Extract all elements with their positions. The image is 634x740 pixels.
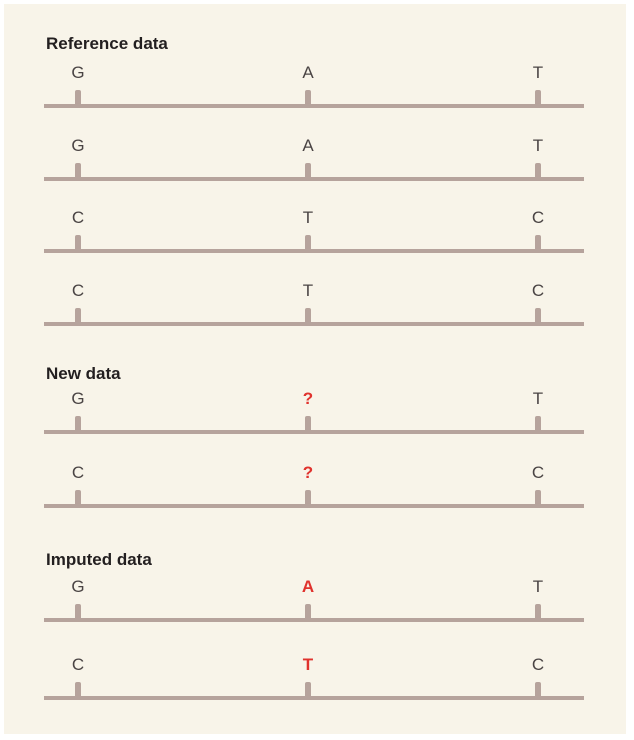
reference-row-3: C T C <box>44 208 584 253</box>
snp-site-2: T <box>293 655 323 700</box>
snp-site-1: C <box>63 463 93 508</box>
chromosome-line <box>44 504 584 508</box>
snp-marker <box>535 90 541 106</box>
imputed-row-1: G A T <box>44 577 584 622</box>
snp-marker <box>305 308 311 324</box>
imputed-base-label: T <box>302 655 314 674</box>
snp-site-2: A <box>293 63 323 108</box>
snp-site-2: ? <box>293 463 323 508</box>
diagram-panel <box>4 4 626 734</box>
snp-marker <box>535 604 541 620</box>
reference-row-1: G A T <box>44 63 584 108</box>
snp-site-1: G <box>63 136 93 181</box>
base-label: C <box>71 281 85 300</box>
snp-marker <box>305 682 311 698</box>
snp-marker <box>535 490 541 506</box>
unknown-base-label: ? <box>302 389 314 408</box>
snp-site-2: T <box>293 208 323 253</box>
chromosome-line <box>44 249 584 253</box>
snp-marker <box>75 604 81 620</box>
snp-marker <box>305 235 311 251</box>
base-label: C <box>531 655 545 674</box>
new-row-2: C ? C <box>44 463 584 508</box>
snp-marker <box>75 416 81 432</box>
snp-marker <box>305 416 311 432</box>
reference-row-2: G A T <box>44 136 584 181</box>
snp-marker <box>535 416 541 432</box>
snp-site-2: A <box>293 136 323 181</box>
section-title-new: New data <box>46 364 121 383</box>
base-label: C <box>531 208 545 227</box>
unknown-base-label: ? <box>302 463 314 482</box>
snp-site-3: T <box>523 136 553 181</box>
snp-marker <box>75 308 81 324</box>
base-label: G <box>71 136 85 155</box>
base-label: G <box>71 389 85 408</box>
snp-site-3: C <box>523 208 553 253</box>
base-label: T <box>302 281 314 300</box>
base-label: C <box>531 281 545 300</box>
chromosome-line <box>44 430 584 434</box>
snp-marker <box>535 682 541 698</box>
snp-site-1: G <box>63 389 93 434</box>
snp-site-3: T <box>523 63 553 108</box>
imputed-row-2: C T C <box>44 655 584 700</box>
base-label: T <box>532 577 544 596</box>
snp-marker <box>75 90 81 106</box>
snp-marker <box>75 163 81 179</box>
snp-site-1: C <box>63 208 93 253</box>
chromosome-line <box>44 618 584 622</box>
section-title-reference: Reference data <box>46 34 168 53</box>
base-label: C <box>71 655 85 674</box>
snp-site-2: T <box>293 281 323 326</box>
snp-marker <box>535 235 541 251</box>
base-label: G <box>71 577 85 596</box>
snp-marker <box>305 163 311 179</box>
snp-marker <box>305 604 311 620</box>
snp-site-3: C <box>523 281 553 326</box>
base-label: T <box>532 63 544 82</box>
snp-site-1: C <box>63 281 93 326</box>
base-label: T <box>532 136 544 155</box>
snp-site-2: ? <box>293 389 323 434</box>
base-label: C <box>531 463 545 482</box>
base-label: A <box>302 136 314 155</box>
chromosome-line <box>44 177 584 181</box>
snp-site-3: T <box>523 389 553 434</box>
base-label: C <box>71 463 85 482</box>
chromosome-line <box>44 322 584 326</box>
snp-marker <box>75 490 81 506</box>
chromosome-line <box>44 696 584 700</box>
section-title-imputed: Imputed data <box>46 550 152 569</box>
snp-marker <box>535 163 541 179</box>
base-label: T <box>302 208 314 227</box>
snp-site-1: C <box>63 655 93 700</box>
base-label: T <box>532 389 544 408</box>
snp-marker <box>75 682 81 698</box>
snp-site-2: A <box>293 577 323 622</box>
imputed-base-label: A <box>301 577 315 596</box>
snp-marker <box>305 90 311 106</box>
snp-site-3: C <box>523 655 553 700</box>
snp-marker <box>75 235 81 251</box>
chromosome-line <box>44 104 584 108</box>
snp-marker <box>535 308 541 324</box>
snp-marker <box>305 490 311 506</box>
snp-site-3: T <box>523 577 553 622</box>
snp-site-1: G <box>63 577 93 622</box>
base-label: G <box>71 63 85 82</box>
new-row-1: G ? T <box>44 389 584 434</box>
base-label: C <box>71 208 85 227</box>
snp-site-3: C <box>523 463 553 508</box>
snp-site-1: G <box>63 63 93 108</box>
base-label: A <box>302 63 314 82</box>
reference-row-4: C T C <box>44 281 584 326</box>
